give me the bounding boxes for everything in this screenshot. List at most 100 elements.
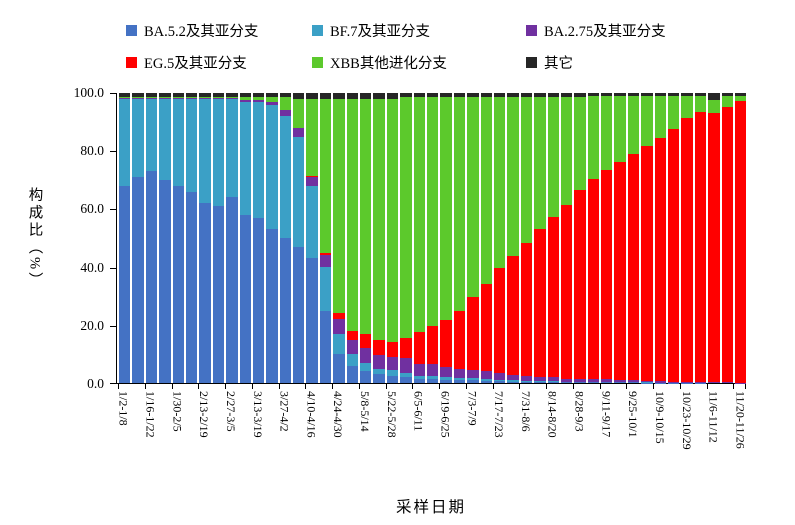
bar-segment xyxy=(574,190,586,379)
y-tick-label: 80.0 xyxy=(80,143,104,159)
bar-segment xyxy=(185,191,198,383)
bar-segment xyxy=(734,95,747,102)
bar-segment xyxy=(386,98,399,343)
legend-label: BF.7及其亚分支 xyxy=(330,24,430,40)
x-tick-slot: 9/25-10/1 xyxy=(626,391,640,491)
legend-label: BA.2.75及其亚分支 xyxy=(544,24,666,40)
stacked-bar xyxy=(708,93,720,383)
bar-segment xyxy=(560,378,573,382)
bar-segment xyxy=(574,381,586,383)
legend-label: XBB其他进化分支 xyxy=(330,56,447,72)
bar-segment xyxy=(293,246,305,383)
bar-segment xyxy=(306,175,318,178)
bar-segment xyxy=(239,96,251,101)
x-tick-slot: 6/19-6/25 xyxy=(438,391,452,491)
y-tick-mark xyxy=(110,209,116,211)
legend-item-5: 其它 xyxy=(526,52,666,73)
stacked-bar xyxy=(467,93,479,383)
y-tick-mark xyxy=(110,325,116,327)
bar-segment xyxy=(708,382,720,383)
bar-segment xyxy=(252,96,265,101)
stacked-bar xyxy=(560,93,573,383)
x-tick-slot: 10/9-10/15 xyxy=(653,391,667,491)
bar-segment xyxy=(145,98,158,172)
x-tick-mark xyxy=(118,384,130,389)
y-tick-mark xyxy=(110,93,116,94)
bar-segment xyxy=(293,127,305,137)
x-tick-mark xyxy=(266,384,277,389)
bar-segment xyxy=(627,95,640,154)
bar-segment xyxy=(319,267,332,311)
bar-segment xyxy=(668,95,680,130)
plot-area xyxy=(116,93,747,384)
bar-segment xyxy=(627,382,640,383)
bar-segment xyxy=(601,379,613,383)
bar-segment xyxy=(493,372,506,380)
bar-segment xyxy=(467,380,479,383)
stacked-bar xyxy=(333,93,345,383)
bar-segment xyxy=(172,96,184,98)
x-tick-mark xyxy=(144,384,157,389)
bar-segment xyxy=(520,380,533,382)
y-tick-mark xyxy=(110,383,116,384)
x-tick-label: 2/13-2/19 xyxy=(197,391,212,438)
bar-segment xyxy=(627,379,640,383)
bar-segment xyxy=(453,311,466,370)
x-tick-slot: 8/28-9/3 xyxy=(573,391,587,491)
stacked-bar xyxy=(293,93,305,383)
bar-segment xyxy=(226,197,238,383)
bar-segment xyxy=(547,93,559,97)
x-tick-slot xyxy=(453,391,464,491)
bar-segment xyxy=(493,268,506,373)
x-tick-slot xyxy=(346,391,357,491)
stacked-bar xyxy=(574,93,586,383)
bar-segment xyxy=(333,313,345,320)
bar-segment xyxy=(400,97,412,339)
x-tick-slot: 8/14-8/20 xyxy=(546,391,560,491)
bar-segment xyxy=(574,382,586,383)
bar-segment xyxy=(360,348,372,363)
bar-segment xyxy=(293,98,305,128)
bar-segment xyxy=(467,378,479,381)
stacked-bar xyxy=(453,93,466,383)
bar-segment xyxy=(159,98,171,180)
bar-segment xyxy=(654,93,667,96)
bar-segment xyxy=(226,93,238,97)
bar-segment xyxy=(413,97,425,333)
bar-segment xyxy=(172,98,184,186)
bar-segment xyxy=(333,93,345,99)
x-tick-mark xyxy=(399,384,410,389)
bar-segment xyxy=(119,97,131,99)
x-tick-label: 7/3-7/9 xyxy=(465,391,480,426)
x-tick-mark xyxy=(560,384,571,389)
stacked-bar xyxy=(132,93,144,383)
x-tick-mark xyxy=(239,384,250,389)
stacked-bar xyxy=(627,93,640,383)
bar-segment xyxy=(132,98,144,178)
bar-segment xyxy=(360,362,372,372)
stacked-bar xyxy=(266,93,278,383)
bar-segment xyxy=(480,370,492,380)
x-tick-mark xyxy=(720,384,731,389)
bar-segment xyxy=(373,339,385,356)
y-axis-title-text: 构成比（%） xyxy=(26,187,43,290)
bar-segment xyxy=(721,106,733,383)
bar-segment xyxy=(440,97,452,321)
x-tick-label: 3/27-4/2 xyxy=(277,391,292,432)
bar-segment xyxy=(654,95,667,138)
bar-segment xyxy=(119,96,131,98)
x-tick-mark xyxy=(626,384,638,389)
bar-segment xyxy=(346,330,359,340)
bar-segment xyxy=(601,170,613,380)
x-tick-mark xyxy=(439,384,451,389)
bar-segment xyxy=(534,228,546,377)
bar-segment xyxy=(386,342,399,357)
bar-segment xyxy=(507,93,519,98)
bar-segment xyxy=(480,380,492,383)
bar-segment xyxy=(145,93,158,97)
bar-segment xyxy=(708,100,720,113)
bar-segment xyxy=(721,93,733,96)
x-axis-tick-labels: 1/2-1/8 1/16-1/22 1/30-2/5 2/13-2/19 2/27-3/… xyxy=(116,391,748,491)
bar-segment xyxy=(400,372,412,378)
x-tick-mark xyxy=(546,384,558,389)
